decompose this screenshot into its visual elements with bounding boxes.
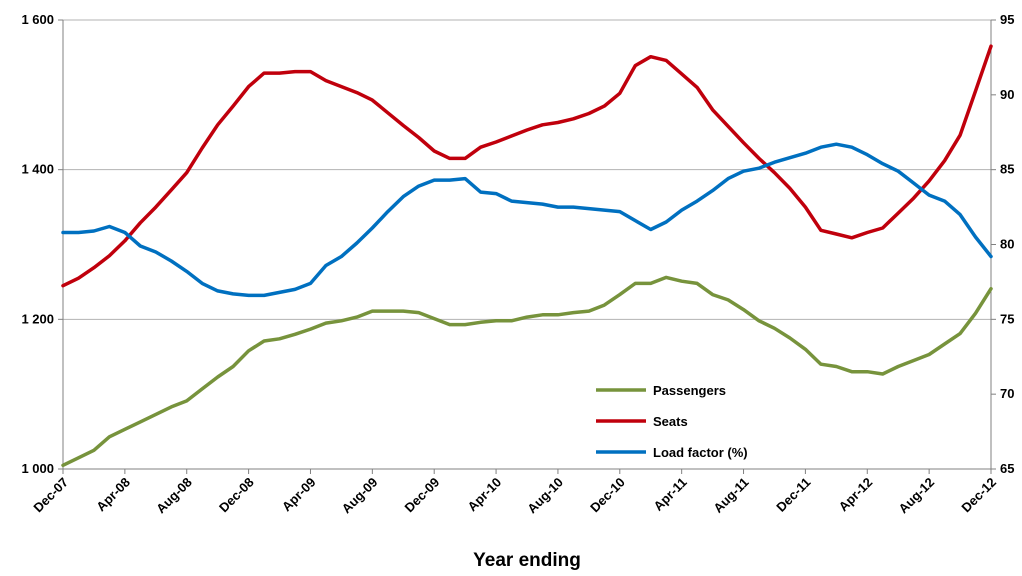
x-tick-label: Aug-10 (524, 475, 566, 517)
x-tick-label: Dec-08 (216, 475, 257, 516)
legend-label-passengers: Passengers (653, 383, 726, 398)
x-tick-label: Dec-09 (402, 475, 443, 516)
series-line-seats (61, 44, 993, 288)
series-line-passengers (61, 275, 993, 468)
x-tick-label: Aug-09 (339, 475, 381, 517)
x-axis-title: Year ending (473, 550, 581, 571)
x-tick-label: Aug-08 (153, 475, 195, 517)
x-axis-ticks: Dec-07 Apr-08 Aug-08 Dec-08 Apr-09 Aug-09 Dec-… (30, 469, 999, 516)
left-tick-label: 1 000 (21, 461, 54, 476)
plot-axes (62, 20, 992, 470)
x-tick-label: Aug-11 (710, 475, 751, 516)
left-tick-label: 1 600 (21, 12, 54, 27)
x-tick-label: Aug-12 (895, 475, 937, 517)
x-tick-label: Dec-11 (773, 475, 813, 515)
right-tick-label: 90 (1000, 87, 1014, 102)
x-tick-label: Apr-08 (93, 475, 133, 515)
x-tick-label: Apr-11 (651, 475, 690, 514)
legend-label-load-factor: Load factor (%) (653, 445, 748, 460)
legend: Passengers Seats Load factor (%) (596, 383, 748, 460)
x-tick-label: Dec-12 (958, 475, 999, 516)
legend-label-seats: Seats (653, 414, 688, 429)
x-tick-label: Apr-10 (464, 475, 504, 515)
right-tick-label: 75 (1000, 311, 1014, 326)
right-tick-label: 95 (1000, 12, 1014, 27)
right-tick-label: 65 (1000, 461, 1014, 476)
left-tick-label: 1 200 (21, 311, 54, 326)
right-tick-label: 85 (1000, 162, 1014, 177)
right-tick-label: 80 (1000, 237, 1014, 252)
series-line-load-factor (61, 142, 993, 298)
right-tick-label: 70 (1000, 386, 1014, 401)
x-tick-label: Dec-07 (30, 475, 71, 516)
left-tick-label: 1 400 (21, 162, 54, 177)
right-axis-ticks: 65 70 75 80 85 90 95 (991, 12, 1014, 476)
x-tick-label: Apr-12 (836, 475, 876, 515)
gridlines (63, 19, 991, 320)
series-layer (61, 44, 993, 468)
x-tick-label: Dec-10 (587, 475, 628, 516)
left-axis-ticks: 1 000 1 200 1 400 1 600 (21, 12, 63, 476)
x-tick-label: Apr-09 (279, 475, 319, 515)
